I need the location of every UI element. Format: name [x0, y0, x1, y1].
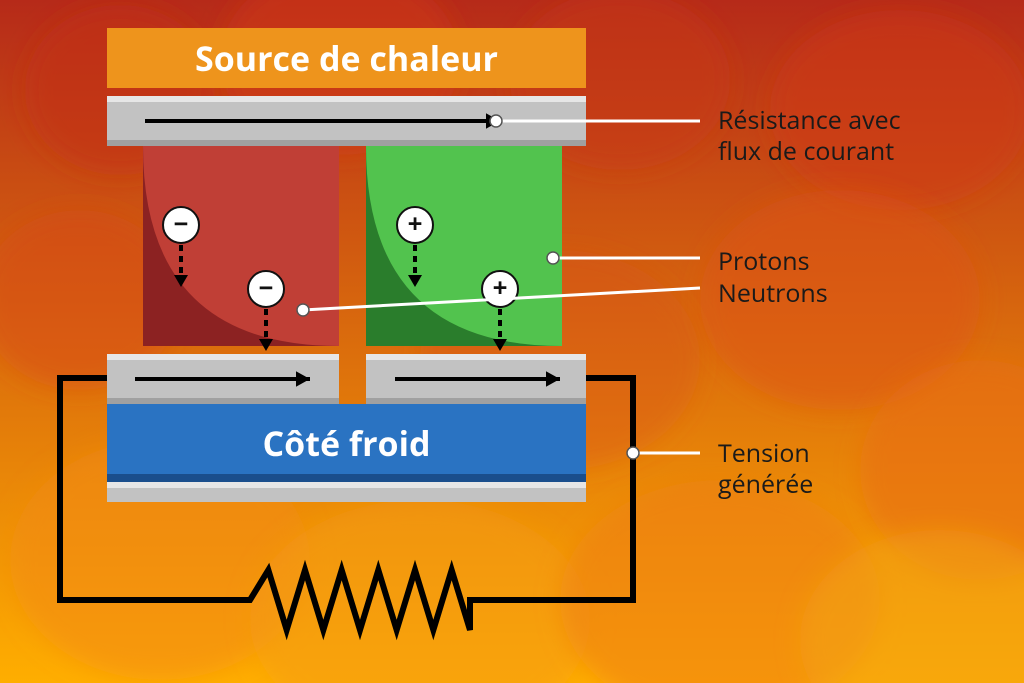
hole-0-symbol: + [408, 205, 423, 241]
callout-label-protons: Protons [718, 246, 810, 277]
callout-dot-resistance [490, 115, 502, 127]
callout-label-neutrons: Neutrons [718, 278, 828, 309]
callout-label-tension: Tension générée [718, 438, 813, 501]
callout-dot-protons [547, 252, 559, 264]
callout-dot-neutrons [297, 304, 309, 316]
n-type-block-shade [143, 146, 339, 346]
external-circuit [60, 378, 633, 630]
electron-1-symbol: − [259, 269, 274, 305]
thermoelectric-diagram: −−++Source de chaleurCôté froidRésistanc… [0, 0, 1024, 683]
p-type-block-shade [366, 146, 562, 346]
electron-0-symbol: − [174, 205, 189, 241]
callout-dot-tension [627, 447, 639, 459]
callout-label-resistance: Résistance avec flux de courant [718, 105, 901, 168]
